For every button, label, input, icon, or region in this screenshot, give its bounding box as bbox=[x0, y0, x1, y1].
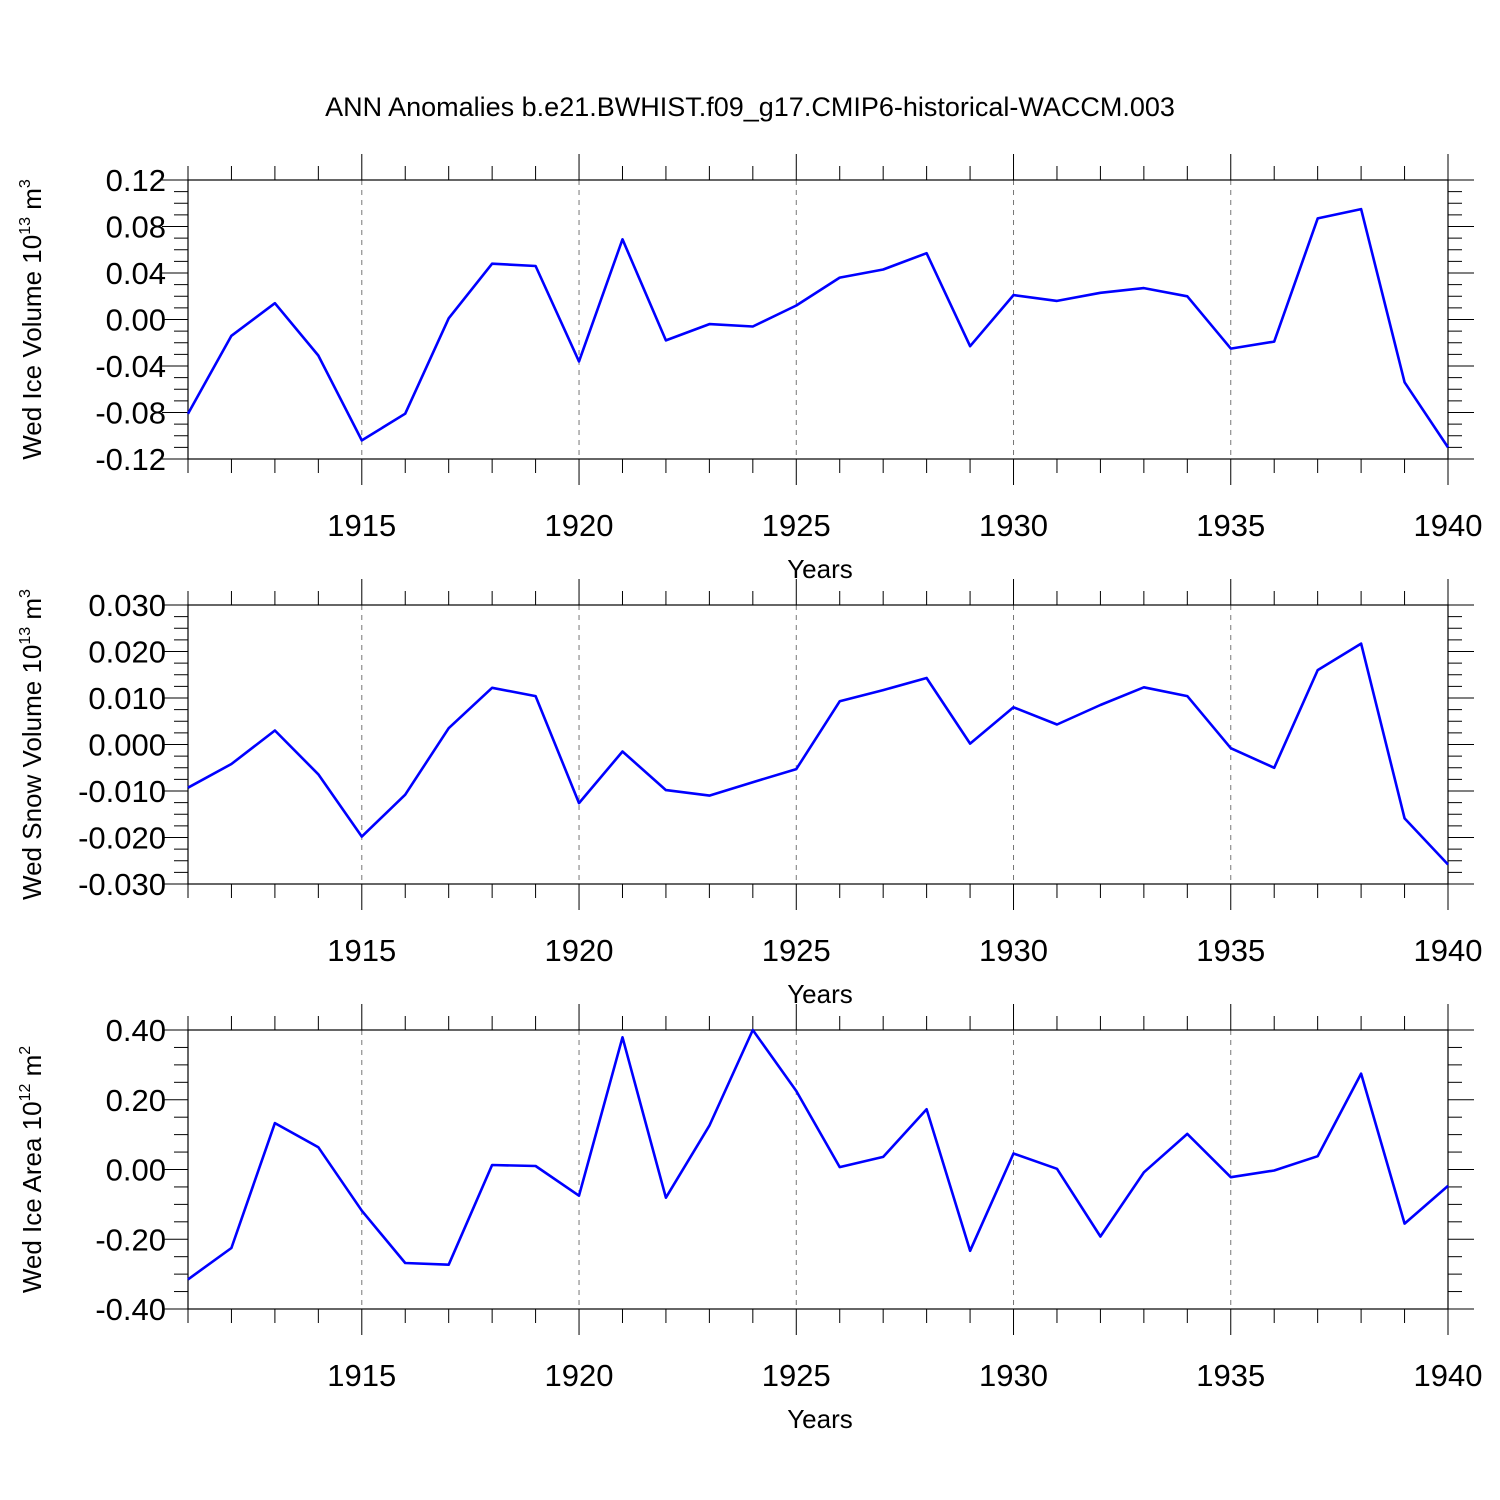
y-tick-label: 0.40 bbox=[106, 1013, 166, 1048]
chart-title: ANN Anomalies b.e21.BWHIST.f09_g17.CMIP6… bbox=[325, 92, 1175, 122]
y-axis-label: Wed Ice Volume 1013 m3 bbox=[17, 179, 47, 460]
plot-frame bbox=[187, 604, 1449, 885]
x-tick-label: 1940 bbox=[1414, 933, 1483, 968]
chart-panel-1: 0.12 0.08 0.04 0.00 -0.04 -0.08 -0.12 1915 1920 1… bbox=[17, 154, 1482, 584]
series-line bbox=[186, 207, 1450, 449]
x-tick-label: 1935 bbox=[1196, 508, 1265, 543]
series-line bbox=[187, 1028, 1449, 1281]
x-tick-label: 1935 bbox=[1196, 933, 1265, 968]
y-tick-label: -0.08 bbox=[95, 396, 166, 431]
y-tick-label: 0.04 bbox=[106, 256, 166, 291]
y-tick-label: 0.00 bbox=[106, 303, 166, 338]
y-tick-label: 0.08 bbox=[106, 210, 166, 245]
y-tick-label: 0.010 bbox=[88, 681, 166, 716]
y-tick-label: -0.04 bbox=[95, 349, 166, 384]
series-line bbox=[187, 642, 1449, 866]
chart-panel-3: 0.40 0.20 0.00 -0.20 -0.40 1915 1920 1925 1930 19… bbox=[17, 1004, 1482, 1434]
x-tick-label: 1920 bbox=[545, 933, 614, 968]
x-tick-label: 1915 bbox=[327, 933, 396, 968]
y-tick-label: 0.20 bbox=[106, 1083, 166, 1118]
x-axis-label: Years bbox=[787, 979, 853, 1009]
y-tick-label: -0.40 bbox=[95, 1292, 166, 1327]
y-tick-label: -0.010 bbox=[78, 774, 166, 809]
x-tick-label: 1920 bbox=[545, 508, 614, 543]
y-tick-label: 0.020 bbox=[88, 635, 166, 670]
y-tick-label: 0.00 bbox=[106, 1153, 166, 1188]
y-tick-label: 0.030 bbox=[88, 588, 166, 623]
x-tick-label: 1930 bbox=[979, 933, 1048, 968]
y-tick-label: -0.12 bbox=[95, 442, 166, 477]
panels: 0.12 0.08 0.04 0.00 -0.04 -0.08 -0.12 1915 1920 1… bbox=[17, 154, 1482, 1434]
y-tick-label: -0.020 bbox=[78, 821, 166, 856]
x-tick-label: 1920 bbox=[545, 1358, 614, 1393]
plot-frame bbox=[187, 179, 1449, 460]
x-tick-label: 1925 bbox=[762, 933, 831, 968]
y-tick-label: -0.20 bbox=[95, 1222, 166, 1257]
x-tick-label: 1925 bbox=[762, 1358, 831, 1393]
x-axis-label: Years bbox=[787, 1404, 853, 1434]
x-tick-label: 1935 bbox=[1196, 1358, 1265, 1393]
x-tick-label: 1915 bbox=[327, 508, 396, 543]
x-tick-label: 1930 bbox=[979, 508, 1048, 543]
x-tick-label: 1940 bbox=[1414, 508, 1483, 543]
x-axis-label: Years bbox=[787, 554, 853, 584]
y-tick-label: 0.000 bbox=[88, 728, 166, 763]
x-tick-label: 1940 bbox=[1414, 1358, 1483, 1393]
y-tick-label: -0.030 bbox=[78, 867, 166, 902]
x-tick-label: 1925 bbox=[762, 508, 831, 543]
y-axis-label: Wed Ice Area 1012 m2 bbox=[17, 1046, 47, 1293]
chart-panel-2: 0.030 0.020 0.010 0.000 -0.010 -0.020 -0.030 19… bbox=[17, 579, 1482, 1009]
plot-frame bbox=[187, 1029, 1449, 1310]
y-tick-label: 0.12 bbox=[106, 163, 166, 198]
y-axis-label: Wed Snow Volume 1013 m3 bbox=[17, 589, 47, 900]
x-tick-label: 1930 bbox=[979, 1358, 1048, 1393]
x-tick-label: 1915 bbox=[327, 1358, 396, 1393]
